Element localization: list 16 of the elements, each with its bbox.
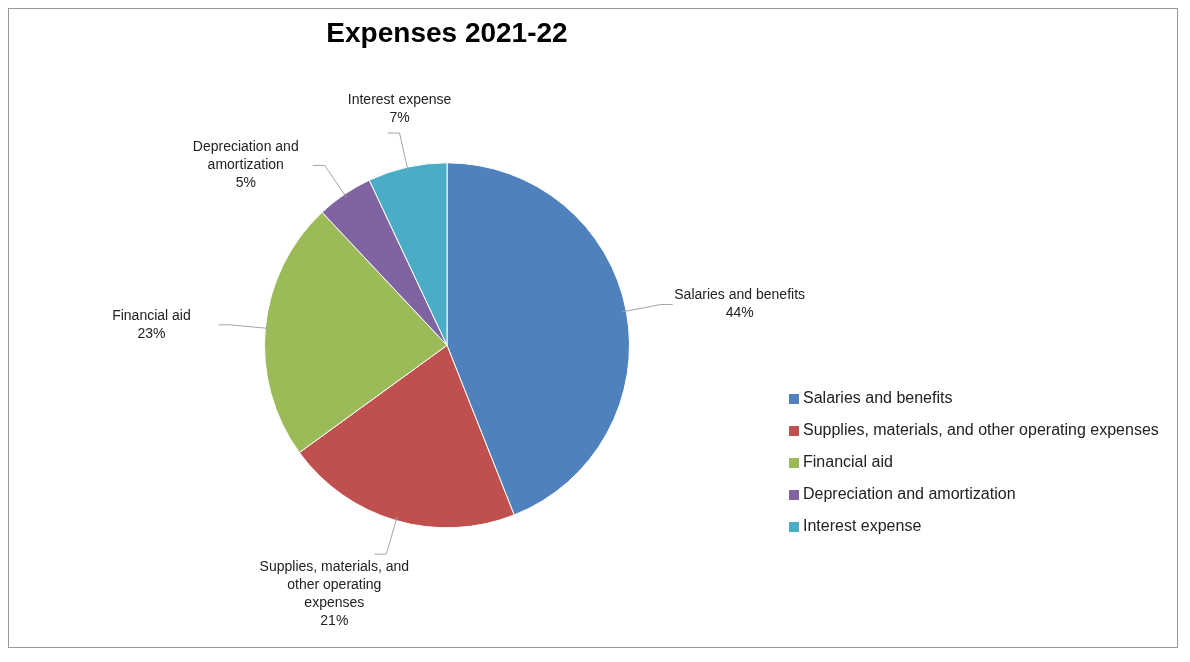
data-label: 23%	[137, 324, 166, 341]
data-label: 44%	[725, 304, 754, 321]
slice-label: Interest expense	[347, 90, 452, 107]
legend-label: Interest expense	[803, 517, 922, 535]
data-label: 7%	[389, 108, 410, 125]
slice-label: Supplies, materials, and other operating expenses	[259, 558, 410, 611]
legend-label: Depreciation and amortization	[803, 485, 1016, 503]
data-label: 21%	[320, 612, 349, 629]
slice-label: Depreciation and amortization	[192, 138, 299, 173]
slice-label: Salaries and benefits	[674, 286, 806, 303]
slice-label: Financial aid	[112, 306, 191, 323]
legend-label: Financial aid	[803, 453, 893, 471]
data-label: 5%	[235, 174, 256, 191]
legend-label: Salaries and benefits	[803, 389, 953, 407]
chart-title: Expenses 2021-22	[326, 16, 568, 48]
legend-label: Supplies, materials, and other operating expenses	[803, 421, 1159, 439]
